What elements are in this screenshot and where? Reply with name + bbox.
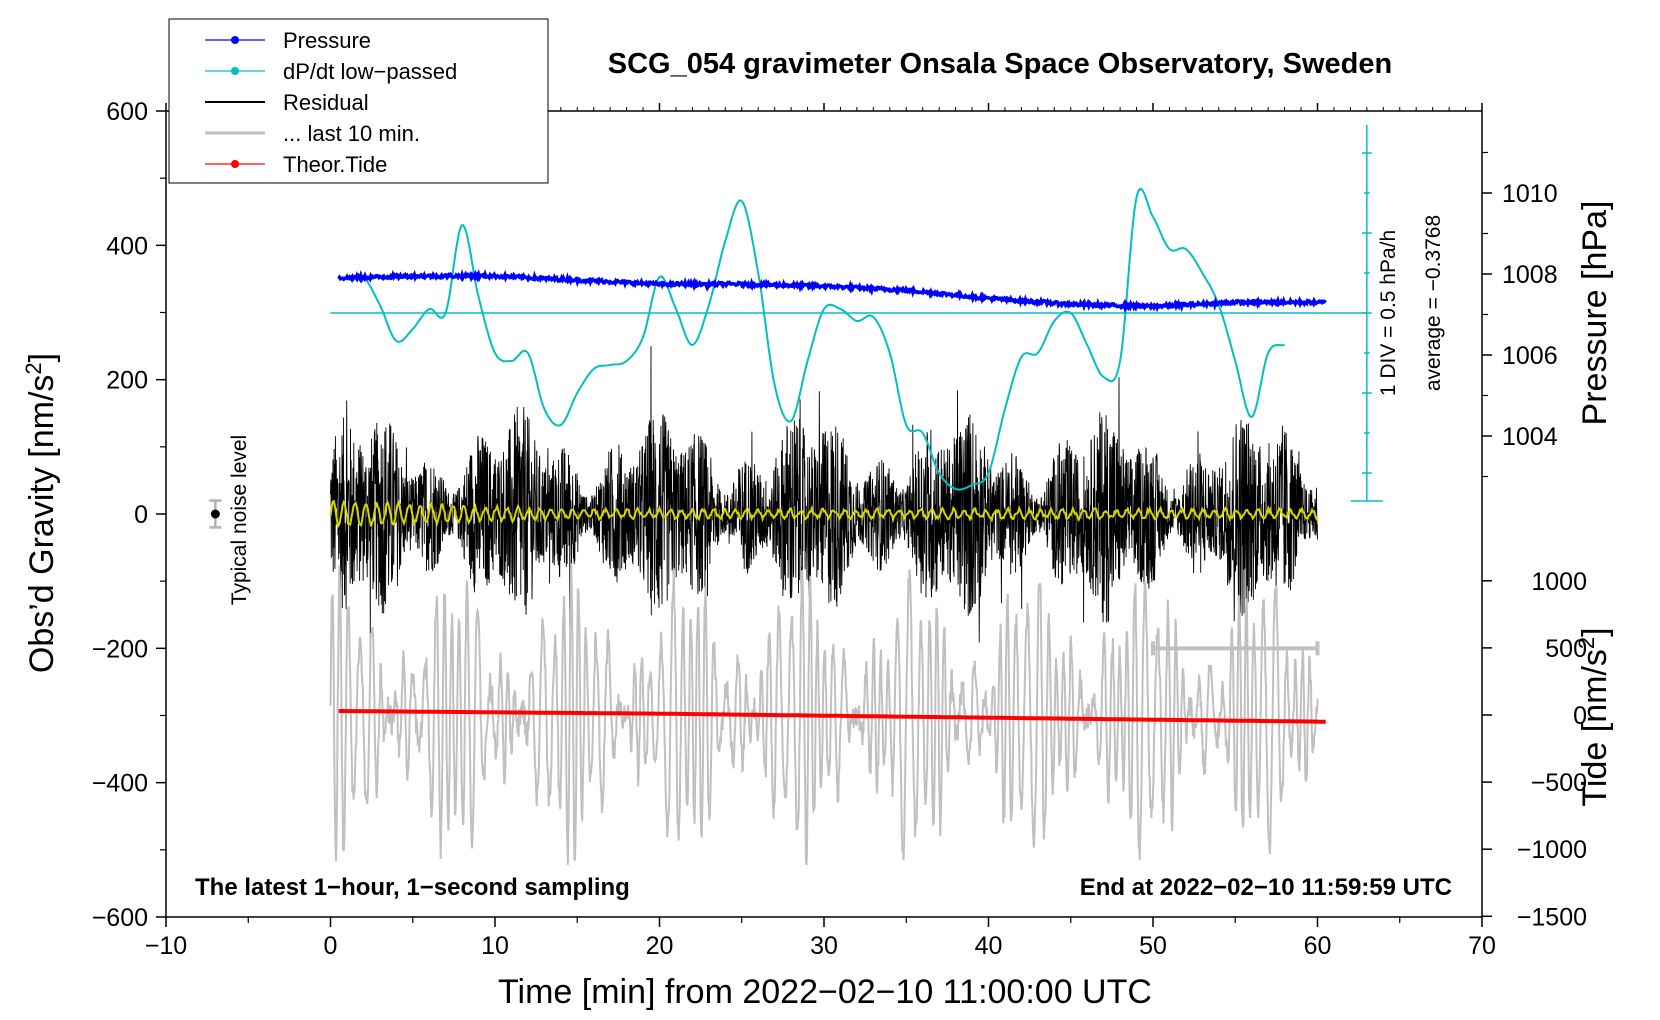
- tide-tick-label: −1500: [1517, 903, 1587, 931]
- x-axis-title: Time [min] from 2022−02−10 11:00:00 UTC: [498, 973, 1152, 1011]
- left-y-tick-label: 200: [106, 367, 148, 395]
- residual-lowpassed-line: [329, 499, 1319, 529]
- theoretical-tide-line: [338, 709, 1326, 724]
- tide-tick-label: 1000: [1531, 568, 1587, 596]
- noise-level-point: [210, 509, 220, 519]
- dpdt-series-line: [362, 187, 1285, 491]
- pressure-tick-label: 1008: [1502, 261, 1558, 289]
- left-y-tick-label: −600: [92, 904, 148, 932]
- legend-swatch-marker: [231, 160, 239, 168]
- x-tick-label: 70: [1468, 932, 1496, 960]
- left-y-tick-label: −400: [92, 770, 148, 798]
- tide-tick-label: −500: [1531, 769, 1587, 797]
- legend: Pressure dP/dt low−passed Residual ... last…: [168, 18, 549, 184]
- legend-label: Theor.Tide: [283, 152, 387, 177]
- sampling-note: The latest 1−hour, 1−second sampling: [195, 874, 630, 901]
- x-tick-label: 50: [1139, 932, 1167, 960]
- noise-level-label: Typical noise level: [228, 435, 251, 605]
- left-y-tick-label: −200: [92, 635, 148, 663]
- x-tick-label: 0: [324, 932, 338, 960]
- dpdt-average-annotation: average = −0.3768: [1422, 215, 1445, 391]
- tide-tick-label: 0: [1573, 702, 1587, 730]
- pressure-tick-label: 1010: [1502, 180, 1558, 208]
- legend-label: dP/dt low−passed: [283, 59, 457, 84]
- tide-axis-title: Tide [nm/s2]: [1574, 627, 1614, 806]
- pressure-tick-label: 1004: [1502, 423, 1558, 451]
- left-y-tick-label: 400: [106, 232, 148, 260]
- tide-tick-label: 500: [1545, 635, 1587, 663]
- chart-title: SCG_054 gravimeter Onsala Space Observat…: [608, 48, 1392, 80]
- legend-swatch-marker: [231, 36, 239, 44]
- left-y-tick-label: 600: [106, 98, 148, 126]
- x-tick-label: 40: [975, 932, 1003, 960]
- x-tick-label: 20: [646, 932, 674, 960]
- left-y-tick-label: 0: [134, 501, 148, 529]
- legend-swatch-marker: [231, 67, 239, 75]
- tide-tick-label: −1000: [1517, 836, 1587, 864]
- pressure-axis-title: Pressure [hPa]: [1576, 201, 1614, 426]
- x-tick-label: 60: [1304, 932, 1332, 960]
- dpdt-div-annotation: 1 DIV = 0.5 hPa/h: [1377, 230, 1400, 396]
- x-tick-label: −10: [145, 932, 187, 960]
- legend-label: Pressure: [283, 28, 371, 53]
- residual-series-line: [330, 346, 1318, 649]
- end-time-note: End at 2022−02−10 11:59:59 UTC: [1080, 874, 1452, 901]
- pressure-series-line: [337, 268, 1327, 314]
- pressure-tick-label: 1006: [1502, 342, 1558, 370]
- data-layer: [209, 125, 1383, 866]
- x-tick-label: 30: [810, 932, 838, 960]
- last-10-min-line: [329, 563, 1319, 866]
- axes: −10 0 10 20 30 40 50 60 70 −600 −400 −200 0 200 400 600…: [92, 98, 1587, 960]
- x-tick-label: 10: [481, 932, 509, 960]
- left-y-axis-title: Obs’d Gravity [nm/s2]: [21, 353, 61, 673]
- legend-label: Residual: [283, 90, 369, 115]
- legend-label: ... last 10 min.: [283, 121, 420, 146]
